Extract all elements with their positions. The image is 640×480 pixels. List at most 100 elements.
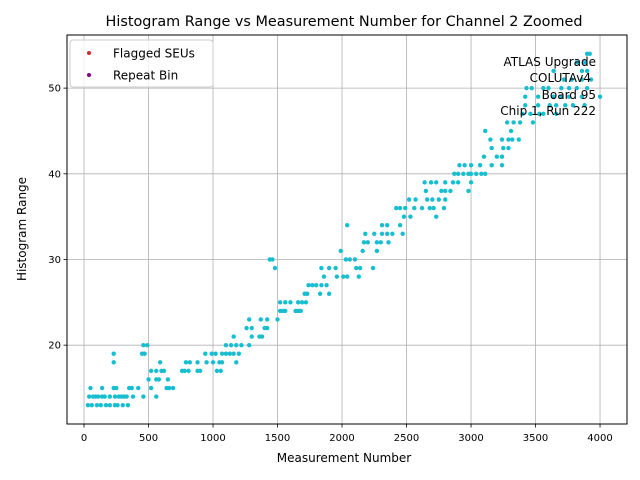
data-point — [352, 257, 358, 262]
data-point — [427, 205, 432, 211]
data-point — [129, 385, 134, 391]
data-point — [270, 257, 275, 262]
data-point — [186, 368, 191, 374]
data-point — [488, 137, 493, 142]
data-point — [508, 128, 514, 134]
data-point — [86, 394, 92, 399]
data-point — [288, 300, 293, 305]
x-tick-label: 4000 — [587, 433, 612, 444]
annotation-line-4: Chip 1, Run 222 — [500, 104, 596, 118]
data-point — [541, 111, 546, 117]
data-point — [114, 385, 119, 391]
data-point — [272, 265, 278, 271]
data-point — [333, 265, 338, 271]
data-point — [246, 342, 252, 348]
data-point — [448, 188, 453, 194]
data-point — [283, 308, 288, 314]
data-point — [489, 163, 494, 168]
data-point — [574, 60, 580, 65]
data-point — [89, 402, 94, 408]
data-point — [506, 137, 511, 142]
data-point — [443, 197, 448, 202]
data-point — [468, 180, 474, 185]
data-point — [537, 111, 542, 117]
data-point — [574, 85, 580, 91]
data-point — [319, 282, 324, 288]
data-point — [360, 248, 365, 254]
data-point — [520, 111, 525, 117]
annotation: ATLAS Upgrade COLUTAv4 Board 95 Chip 1, … — [500, 55, 596, 118]
data-point — [187, 360, 193, 365]
data-point — [477, 163, 483, 168]
data-point — [317, 291, 323, 296]
y-tick-label: 30 — [48, 255, 61, 266]
x-tick-label: 0 — [81, 433, 87, 444]
data-point — [277, 300, 283, 305]
data-point — [197, 368, 203, 374]
data-point — [231, 351, 236, 356]
data-point — [321, 274, 327, 279]
data-point — [130, 394, 136, 399]
data-point — [551, 94, 556, 99]
data-point — [234, 342, 239, 348]
data-point — [423, 188, 429, 194]
data-point — [551, 68, 556, 74]
data-point — [452, 171, 457, 177]
data-point — [530, 120, 536, 125]
data-point — [161, 368, 167, 374]
data-point — [234, 360, 239, 365]
data-point — [341, 274, 346, 279]
y-axis-ticks: 20 30 40 50 — [48, 84, 67, 352]
data-point — [107, 402, 113, 408]
data-point — [195, 360, 200, 365]
legend-marker-flagged-seus — [87, 51, 91, 55]
data-point — [295, 300, 301, 305]
annotation-line-1: ATLAS Upgrade — [503, 55, 596, 69]
data-point — [145, 342, 150, 348]
data-point — [141, 342, 146, 348]
data-point — [468, 163, 474, 168]
annotation-line-3: Board 95 — [542, 88, 596, 102]
data-point — [219, 351, 225, 356]
data-point — [343, 257, 349, 262]
data-point — [314, 282, 319, 288]
y-tick-label: 40 — [48, 169, 61, 180]
data-point — [379, 223, 385, 228]
data-point — [561, 77, 567, 82]
data-point — [246, 317, 252, 322]
data-point — [559, 94, 564, 99]
data-point — [148, 368, 154, 374]
chart-title: Histogram Range vs Measurement Number fo… — [106, 14, 583, 30]
data-point — [214, 368, 220, 374]
data-point — [265, 325, 270, 331]
data-point — [154, 368, 159, 374]
data-point — [524, 85, 529, 91]
data-point — [579, 77, 585, 82]
legend-label-repeat-bin: Repeat Bin — [113, 69, 178, 83]
data-point — [231, 334, 236, 339]
x-tick-label: 1500 — [265, 433, 290, 444]
data-point — [203, 351, 208, 356]
data-point — [319, 265, 324, 271]
data-point — [228, 342, 234, 348]
data-point — [103, 402, 109, 408]
data-point — [559, 85, 564, 91]
data-point — [553, 103, 559, 108]
data-point — [489, 145, 494, 151]
data-point — [546, 85, 551, 91]
data-point — [157, 360, 163, 365]
data-point — [111, 360, 116, 365]
data-point — [154, 394, 159, 399]
data-point — [148, 385, 154, 391]
data-point — [363, 231, 368, 236]
data-point — [394, 205, 399, 211]
data-point — [210, 360, 216, 365]
x-tick-label: 1000 — [200, 433, 225, 444]
data-point — [466, 188, 471, 194]
y-axis-label: Histogram Range — [15, 177, 29, 281]
data-point — [96, 394, 101, 399]
data-point — [588, 77, 594, 82]
data-point — [361, 240, 367, 245]
legend-box — [69, 39, 214, 88]
